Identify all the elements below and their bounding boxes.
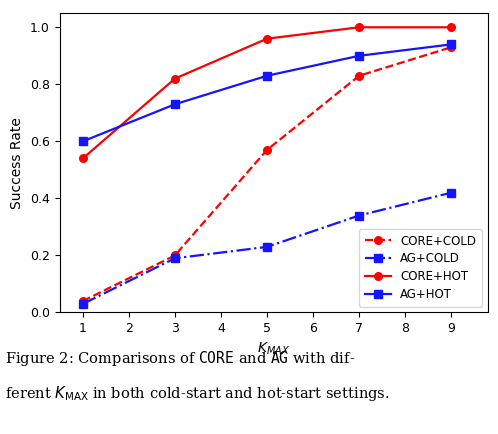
AG+HOT	[80, 139, 86, 144]
AG+COLD	[80, 301, 86, 306]
Text: ferent $K_\mathrm{MAX}$ in both cold-start and hot-start settings.: ferent $K_\mathrm{MAX}$ in both cold-sta…	[5, 384, 389, 403]
AG+COLD	[448, 190, 454, 195]
CORE+COLD	[356, 73, 362, 79]
AG+HOT	[356, 53, 362, 59]
Line: AG+HOT: AG+HOT	[79, 40, 455, 145]
Y-axis label: Success Rate: Success Rate	[10, 117, 24, 209]
AG+HOT	[264, 73, 270, 79]
Line: CORE+HOT: CORE+HOT	[79, 23, 455, 162]
AG+COLD	[264, 244, 270, 250]
Line: AG+COLD: AG+COLD	[79, 189, 455, 308]
Legend: CORE+COLD, AG+COLD, CORE+HOT, AG+HOT: CORE+COLD, AG+COLD, CORE+HOT, AG+HOT	[359, 229, 482, 306]
CORE+HOT	[172, 76, 178, 81]
X-axis label: $\mathit{K}_{MAX}$: $\mathit{K}_{MAX}$	[257, 341, 290, 357]
CORE+HOT	[356, 25, 362, 30]
AG+COLD	[172, 256, 178, 261]
CORE+HOT	[80, 156, 86, 161]
Line: CORE+COLD: CORE+COLD	[79, 43, 455, 305]
Text: Figure 2: Comparisons of $\mathtt{CORE}$ and $\mathtt{AG}$ with dif-: Figure 2: Comparisons of $\mathtt{CORE}$…	[5, 349, 355, 368]
CORE+HOT	[448, 25, 454, 30]
AG+HOT	[172, 102, 178, 107]
CORE+COLD	[264, 147, 270, 152]
CORE+HOT	[264, 36, 270, 41]
AG+COLD	[356, 213, 362, 218]
CORE+COLD	[80, 299, 86, 304]
CORE+COLD	[172, 253, 178, 258]
CORE+COLD	[448, 45, 454, 50]
AG+HOT	[448, 42, 454, 47]
